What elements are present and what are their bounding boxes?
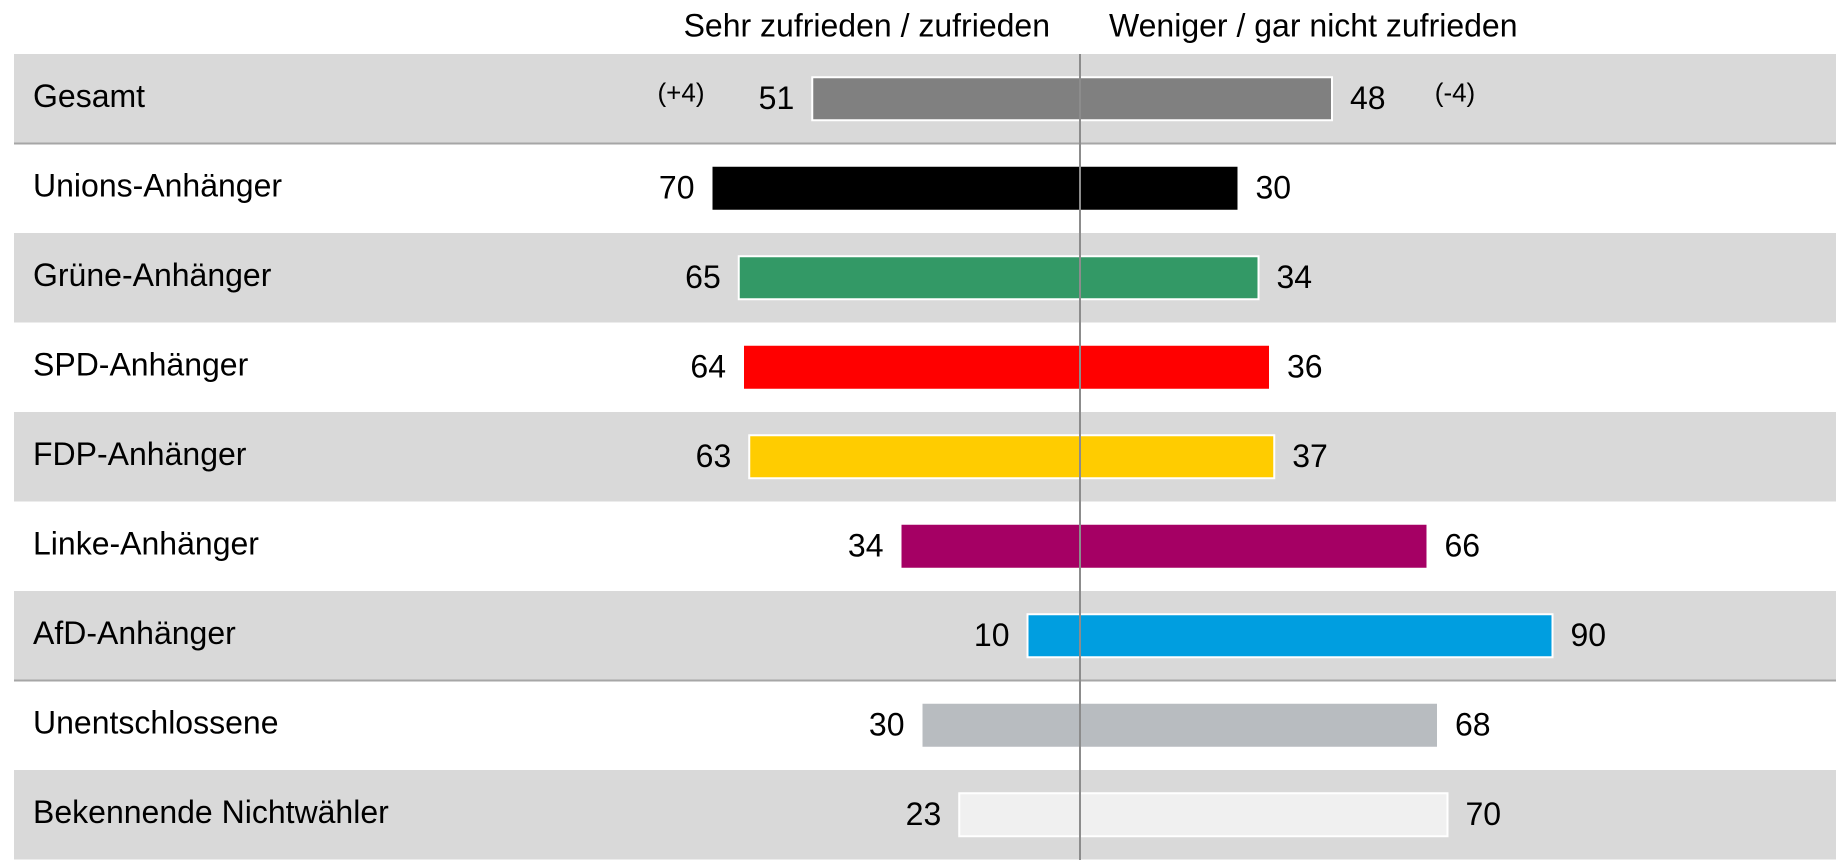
right-header: Weniger / gar nicht zufrieden [1109, 7, 1518, 43]
bar-left [744, 345, 1080, 389]
value-label-right: 30 [1256, 170, 1292, 206]
value-label-right: 70 [1466, 796, 1502, 832]
bar-left [958, 792, 1081, 838]
row-background [14, 770, 1836, 860]
category-label: SPD-Anhänger [33, 347, 249, 383]
annotation: (-4) [1435, 78, 1475, 108]
bar-left [922, 703, 1080, 747]
value-label-right: 37 [1292, 438, 1328, 474]
value-label-right: 68 [1455, 707, 1491, 743]
value-label-left: 64 [690, 349, 726, 385]
value-label-left: 30 [869, 707, 905, 743]
bar-left [737, 255, 1081, 301]
category-label: FDP-Anhänger [33, 436, 247, 472]
bar-right [1079, 434, 1276, 480]
value-label-right: 36 [1287, 349, 1323, 385]
bar-left [901, 524, 1080, 568]
category-label: Bekennende Nichtwähler [33, 794, 389, 830]
bar-right [1079, 255, 1260, 301]
bar-right [1079, 76, 1333, 122]
value-label-left: 70 [659, 170, 695, 206]
annotation: (+4) [658, 78, 705, 108]
bar-right [1080, 345, 1269, 389]
bar-left [1026, 613, 1081, 659]
bar-left [811, 76, 1081, 122]
category-label: Linke-Anhänger [33, 526, 259, 562]
value-label-left: 63 [696, 438, 732, 474]
bar-left [712, 166, 1080, 210]
value-label-right: 48 [1350, 80, 1386, 116]
row-background [14, 591, 1836, 681]
bar-right [1080, 524, 1427, 568]
bar-right [1079, 792, 1449, 838]
category-label: Unentschlossene [33, 705, 278, 741]
category-label: Gesamt [33, 78, 145, 114]
bar-left [748, 434, 1081, 480]
bar-right [1080, 703, 1437, 747]
value-label-right: 90 [1571, 617, 1607, 653]
value-label-left: 23 [906, 796, 942, 832]
value-label-left: 34 [848, 528, 884, 564]
value-label-left: 10 [974, 617, 1010, 653]
category-label: AfD-Anhänger [33, 615, 236, 651]
category-label: Grüne-Anhänger [33, 257, 272, 293]
bar-right [1080, 166, 1238, 210]
left-header: Sehr zufrieden / zufrieden [684, 7, 1050, 43]
value-label-left: 65 [685, 259, 721, 295]
value-label-right: 34 [1277, 259, 1313, 295]
value-label-right: 66 [1445, 528, 1481, 564]
bar-right [1079, 613, 1554, 659]
category-label: Unions-Anhänger [33, 168, 282, 204]
value-label-left: 51 [759, 80, 795, 116]
